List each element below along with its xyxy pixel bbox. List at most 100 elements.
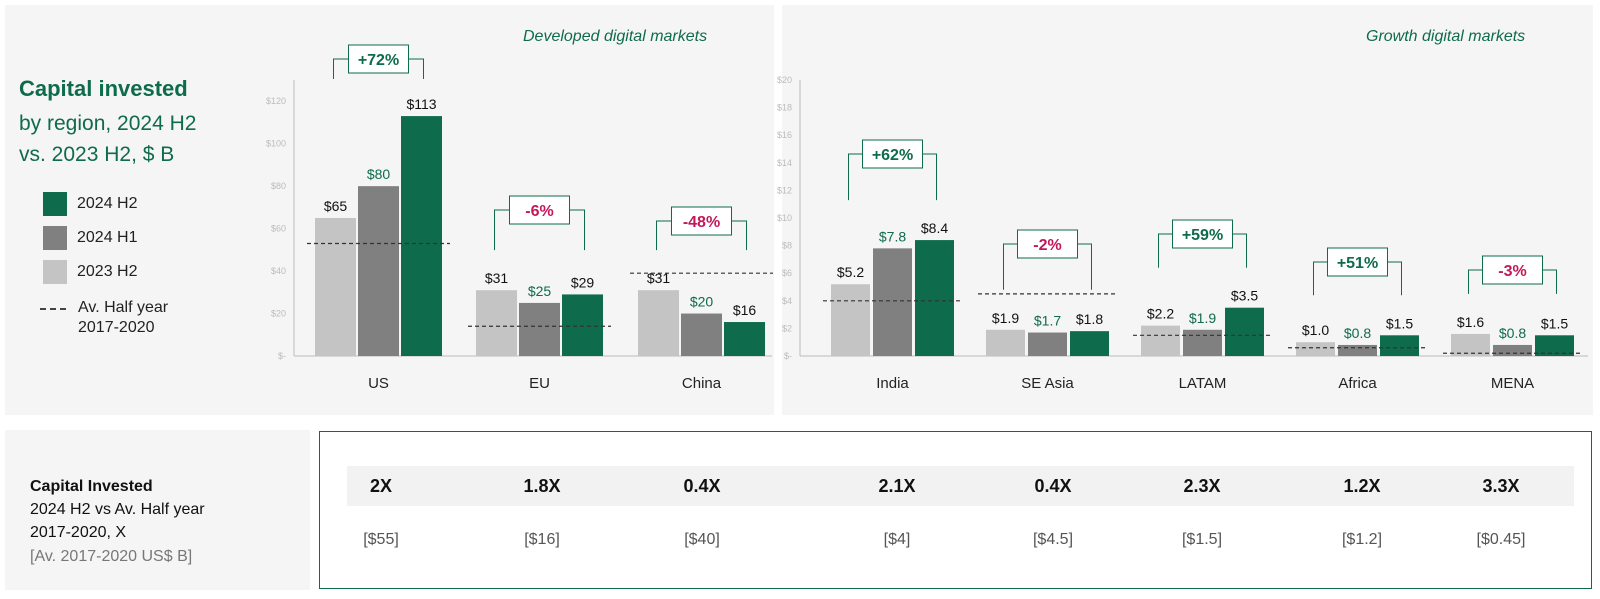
growth-y-tick-label: $2: [782, 323, 792, 333]
developed-bar-eu-2024-h1: [519, 302, 560, 356]
bottom-line-4: [Av. 2017-2020 US$ B]: [30, 548, 193, 565]
growth-y-tick-label: $10: [777, 213, 792, 223]
developed-y-tick-label: $20: [271, 309, 286, 319]
multiple-africa: 1.2X: [1343, 476, 1381, 496]
growth-growth-bracket-right: [1232, 233, 1247, 268]
legend-2023-h2: 2023 H2: [43, 260, 138, 284]
legend-swatch-2023-h2: [43, 260, 67, 284]
growth-growth-bracket-left: [1313, 261, 1328, 296]
legend-label-2024-h2: 2024 H2: [77, 195, 138, 212]
developed-bar-value-label: $31: [485, 270, 509, 286]
developed-y-tick-label: $-: [278, 351, 286, 361]
developed-bar-value-label: $113: [406, 96, 436, 112]
growth-growth-bracket-right: [1387, 261, 1402, 296]
average-india: [$4]: [883, 531, 911, 548]
legend-label-2023-h2: 2023 H2: [77, 263, 138, 280]
growth-bar-value-label: $1.8: [1076, 311, 1103, 327]
growth-growth-box: [1172, 219, 1233, 249]
growth-bar-india-2023-h2: [831, 284, 870, 356]
average-mena: [$0.45]: [1476, 531, 1526, 548]
growth-bar-mena-2024-h2: [1535, 335, 1574, 356]
growth-bar-mena-2023-h2: [1451, 333, 1490, 356]
growth-bar-value-label: $2.2: [1147, 306, 1174, 322]
legend-swatch-2024-h2: [43, 192, 67, 216]
developed-growth-bracket-right: [731, 220, 747, 251]
developed-y-tick-label: $40: [271, 266, 286, 276]
growth-growth-label: -3%: [1498, 263, 1526, 280]
growth-growth-box: [1482, 255, 1543, 285]
average-africa: [$1.2]: [1341, 531, 1383, 548]
growth-bar-mena-2024-h1: [1493, 344, 1532, 356]
growth-growth-label: +51%: [1337, 255, 1378, 272]
average-se-asia: [$4.5]: [1032, 531, 1074, 548]
developed-bar-value-label: $20: [690, 294, 714, 310]
developed-bar-china-2023-h2: [638, 290, 679, 356]
legend-average-line-2: 2017-2020: [78, 319, 155, 336]
growth-y-tick-label: $18: [777, 103, 792, 113]
average-china: [$40]: [684, 531, 720, 548]
growth-bar-value-label: $7.8: [879, 228, 906, 244]
growth-y-tick-label: $-: [784, 351, 792, 361]
multiple-eu: 1.8X: [523, 476, 561, 496]
growth-y-tick-label: $20: [777, 75, 792, 85]
multiple-latam: 2.3X: [1183, 476, 1221, 496]
developed-markets-title: Developed digital markets: [523, 28, 708, 45]
developed-bar-china-2024-h2: [724, 322, 765, 356]
growth-growth-label: -2%: [1033, 237, 1061, 254]
developed-growth-bracket-left: [333, 58, 349, 79]
multiple-mena: 3.3X: [1482, 476, 1520, 496]
growth-growth-box: [862, 139, 923, 169]
average-latam: [$1.5]: [1181, 531, 1223, 548]
chart-title: Capital invested: [19, 76, 188, 101]
growth-y-tick-label: $16: [777, 130, 792, 140]
developed-bar-china-2024-h1: [681, 313, 722, 356]
developed-growth-label: -6%: [525, 203, 553, 220]
growth-bar-value-label: $0.8: [1499, 325, 1526, 341]
multiples-box: [319, 431, 1592, 589]
growth-bar-africa-2023-h2: [1296, 342, 1335, 356]
growth-growth-label: +59%: [1182, 227, 1223, 244]
growth-bar-india-2024-h1: [873, 248, 912, 356]
developed-category-label: EU: [529, 375, 550, 392]
growth-category-label: India: [876, 375, 909, 392]
growth-bar-value-label: $1.7: [1034, 313, 1061, 329]
bottom-line-2: 2024 H2 vs Av. Half year: [30, 501, 205, 518]
growth-growth-bracket-left: [1158, 233, 1173, 268]
growth-bar-africa-2024-h2: [1380, 335, 1419, 356]
growth-growth-bracket-left: [848, 153, 863, 201]
developed-bar-value-label: $65: [324, 198, 348, 214]
growth-bar-value-label: $1.5: [1541, 315, 1568, 331]
growth-bar-se-asia-2024-h1: [1028, 332, 1067, 356]
growth-growth-box: [1017, 229, 1078, 259]
growth-bar-value-label: $1.0: [1302, 322, 1329, 338]
developed-growth-box: [509, 195, 570, 225]
growth-bar-value-label: $0.8: [1344, 325, 1371, 341]
developed-growth-label: +72%: [358, 52, 399, 69]
developed-growth-bracket-right: [408, 58, 424, 79]
growth-growth-label: +62%: [872, 147, 913, 164]
developed-category-label: China: [682, 375, 722, 392]
legend-2024-h1: 2024 H1: [43, 226, 138, 250]
developed-y-tick-label: $120: [266, 96, 286, 106]
developed-growth-bracket-right: [569, 209, 585, 251]
growth-bar-se-asia-2024-h2: [1070, 331, 1109, 356]
growth-growth-box: [1327, 247, 1388, 277]
legend-average-line-1: Av. Half year: [78, 299, 169, 316]
growth-y-tick-label: $6: [782, 268, 792, 278]
developed-bar-value-label: $29: [571, 274, 595, 290]
developed-growth-bracket-left: [494, 209, 510, 251]
developed-growth-box: [671, 206, 732, 236]
subtitle-line-1: by region, 2024 H2: [19, 112, 197, 135]
growth-category-label: SE Asia: [1021, 375, 1074, 392]
bottom-line-3: 2017-2020, X: [30, 524, 127, 541]
growth-markets-title: Growth digital markets: [1366, 28, 1526, 45]
average-us: [$55]: [363, 531, 399, 548]
developed-category-label: US: [368, 375, 389, 392]
legend-swatch-2024-h1: [43, 226, 67, 250]
growth-bar-value-label: $5.2: [837, 264, 864, 280]
growth-bar-value-label: $1.9: [992, 310, 1019, 326]
developed-growth-label: -48%: [683, 214, 720, 231]
developed-bar-value-label: $31: [647, 270, 671, 286]
growth-growth-bracket-right: [1077, 243, 1092, 290]
growth-bar-value-label: $1.6: [1457, 314, 1484, 330]
